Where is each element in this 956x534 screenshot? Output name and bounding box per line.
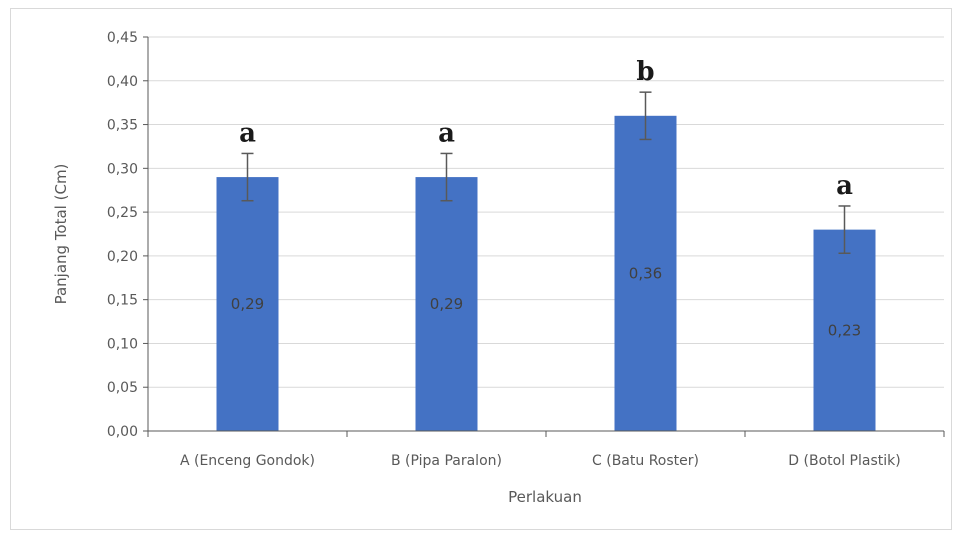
x-axis-title: Perlakuan — [508, 488, 582, 506]
y-tick-label: 0,00 — [107, 424, 138, 440]
y-tick-label: 0,20 — [107, 249, 138, 265]
y-tick-label: 0,30 — [107, 161, 138, 177]
significance-letter: a — [836, 171, 853, 201]
significance-letter: b — [636, 57, 654, 87]
x-category-label: B (Pipa Paralon) — [391, 453, 502, 469]
x-category-label: D (Botol Plastik) — [788, 453, 900, 469]
bars — [216, 115, 876, 432]
bar — [813, 229, 876, 431]
error-bars — [241, 91, 851, 255]
bar — [216, 177, 279, 431]
y-axis-title: Panjang Total (Cm) — [52, 164, 70, 305]
significance-letter: a — [438, 118, 455, 148]
y-tick-label: 0,35 — [107, 118, 138, 134]
data-label: 0,36 — [629, 264, 662, 282]
bar — [415, 177, 478, 431]
y-tick-label: 0,45 — [107, 30, 138, 46]
data-label: 0,29 — [231, 295, 264, 313]
y-tick-label: 0,25 — [107, 205, 138, 221]
x-category-label: A (Enceng Gondok) — [180, 453, 315, 469]
y-tick-label: 0,10 — [107, 336, 138, 352]
axes — [143, 36, 945, 437]
y-tick-label: 0,05 — [107, 380, 138, 396]
y-tick-label: 0,40 — [107, 74, 138, 90]
labels: 0,00 0,05 0,10 0,15 0,20 0,25 0,30 0,35 0,40 0,45… — [107, 30, 901, 469]
data-label: 0,23 — [828, 321, 861, 339]
gridlines — [148, 36, 944, 388]
chart-frame — [10, 8, 952, 530]
bar — [614, 115, 677, 432]
y-tick-label: 0,15 — [107, 293, 138, 309]
significance-letter: a — [239, 118, 256, 148]
data-label: 0,29 — [430, 295, 463, 313]
x-category-label: C (Batu Roster) — [592, 453, 699, 469]
